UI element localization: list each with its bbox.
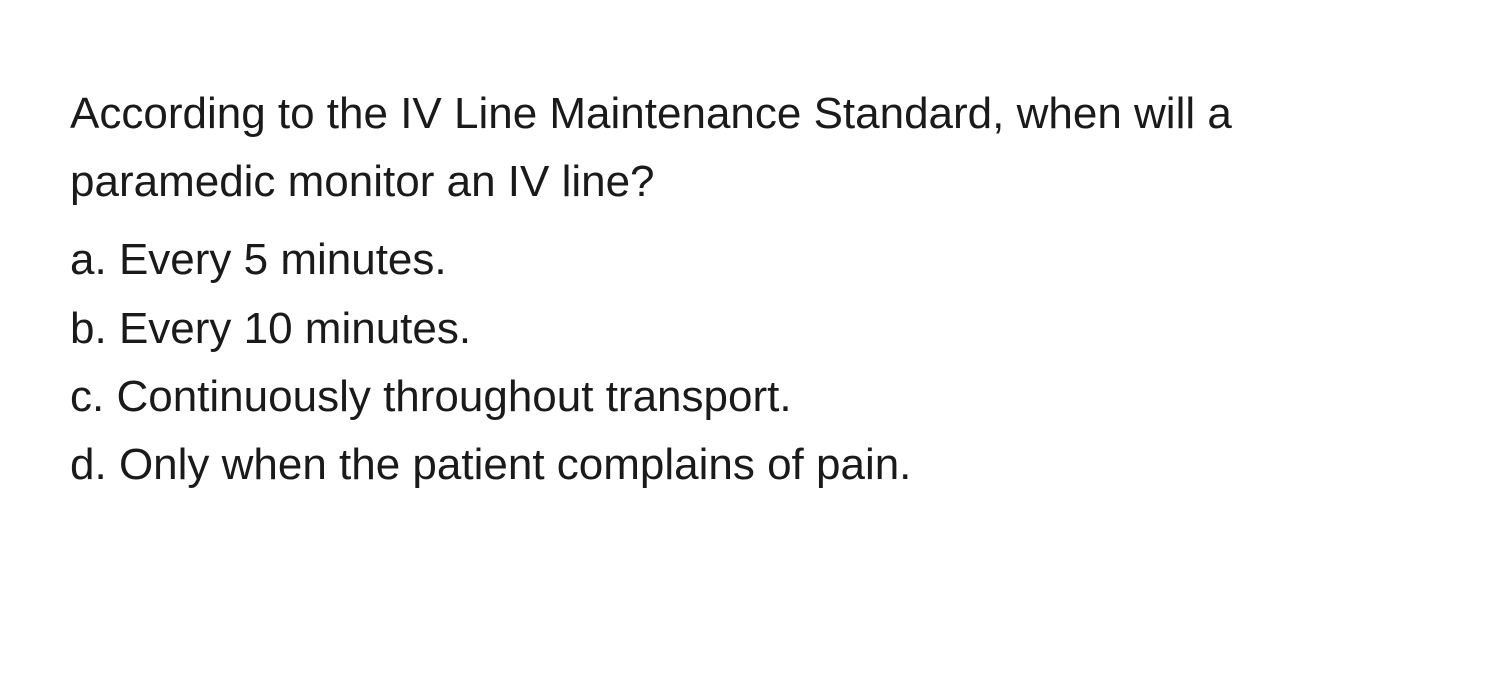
option-a: a. Every 5 minutes.	[70, 226, 1430, 294]
option-text-c: Continuously throughout transport.	[116, 372, 791, 421]
option-b: b. Every 10 minutes.	[70, 295, 1430, 363]
option-text-a: Every 5 minutes.	[119, 235, 447, 284]
question-prompt: According to the IV Line Maintenance Sta…	[70, 80, 1430, 216]
option-c: c. Continuously throughout transport.	[70, 363, 1430, 431]
question-container: According to the IV Line Maintenance Sta…	[70, 80, 1430, 499]
option-d: d. Only when the patient complains of pa…	[70, 431, 1430, 499]
option-label-d: d.	[70, 440, 107, 489]
option-label-c: c.	[70, 372, 104, 421]
option-text-d: Only when the patient complains of pain.	[119, 440, 911, 489]
option-text-b: Every 10 minutes.	[119, 304, 471, 353]
option-label-a: a.	[70, 235, 107, 284]
option-label-b: b.	[70, 304, 107, 353]
